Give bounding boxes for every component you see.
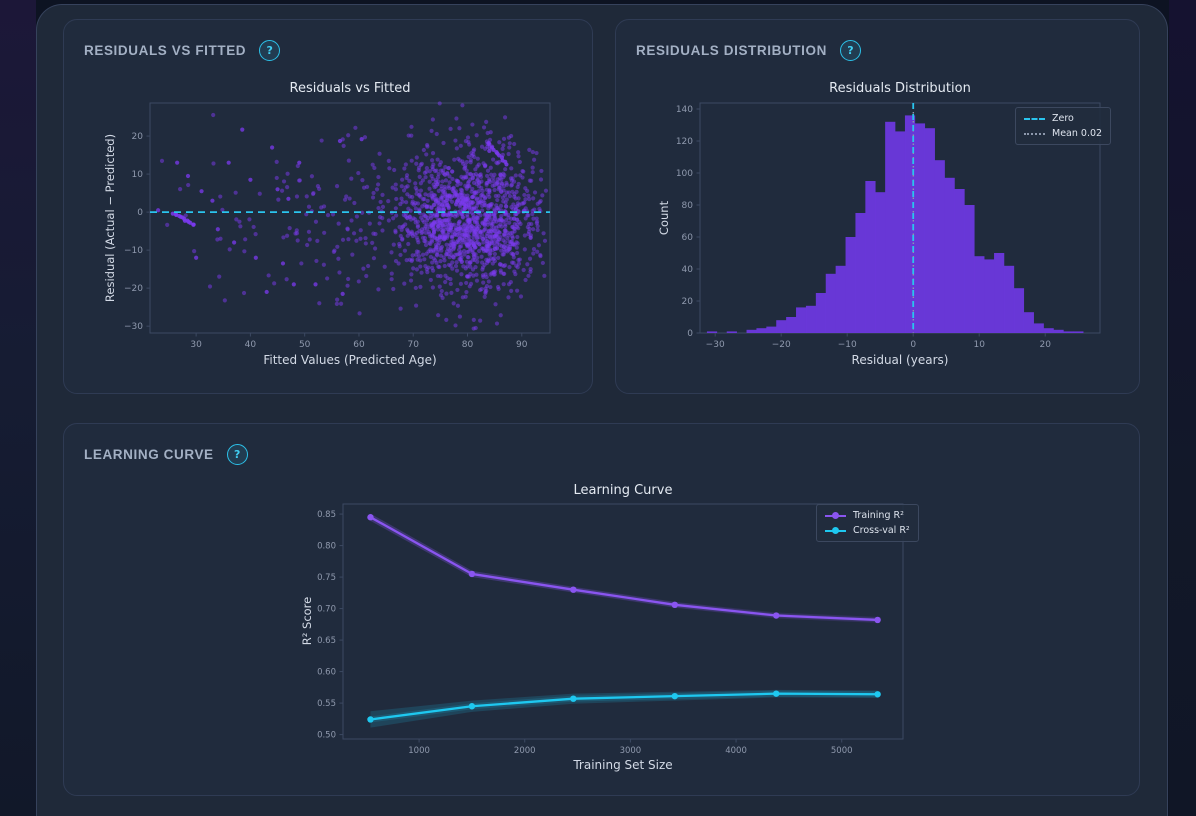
svg-text:60: 60 bbox=[353, 340, 365, 350]
panel-header: LEARNING CURVE ? bbox=[84, 444, 248, 465]
histogram-legend: Zero Mean 0.02 bbox=[1015, 107, 1112, 145]
svg-text:3000: 3000 bbox=[620, 746, 642, 756]
x-axis-label: Training Set Size bbox=[573, 758, 673, 772]
help-icon[interactable]: ? bbox=[839, 40, 861, 61]
svg-text:0.85: 0.85 bbox=[317, 510, 336, 520]
svg-text:20: 20 bbox=[132, 132, 144, 142]
chart-title: Learning Curve bbox=[573, 483, 673, 498]
panel-residuals-distribution: RESIDUALS DISTRIBUTION ? Residuals Distr… bbox=[615, 19, 1140, 394]
training-line-sample bbox=[825, 512, 846, 519]
panel-title: RESIDUALS DISTRIBUTION bbox=[636, 43, 827, 58]
svg-text:−30: −30 bbox=[706, 340, 725, 350]
svg-text:70: 70 bbox=[408, 340, 420, 350]
panel-title: LEARNING CURVE bbox=[84, 447, 214, 462]
svg-text:20: 20 bbox=[682, 297, 694, 307]
learning-curve-plot: 1000 2000 3000 4000 5000 0.50 0.55 0.60 0.65 0.70… bbox=[317, 503, 904, 756]
svg-text:50: 50 bbox=[299, 340, 311, 350]
svg-text:0.60: 0.60 bbox=[317, 668, 336, 678]
svg-text:0.75: 0.75 bbox=[317, 573, 336, 583]
svg-text:−20: −20 bbox=[124, 284, 143, 294]
legend-entry-mean: Mean 0.02 bbox=[1024, 128, 1102, 139]
svg-text:5000: 5000 bbox=[831, 746, 853, 756]
chart-title: Residuals Distribution bbox=[829, 81, 971, 96]
svg-text:40: 40 bbox=[245, 340, 257, 350]
svg-text:−20: −20 bbox=[772, 340, 791, 350]
svg-text:0: 0 bbox=[687, 329, 693, 339]
panel-header: RESIDUALS DISTRIBUTION ? bbox=[636, 40, 861, 61]
x-axis-label: Fitted Values (Predicted Age) bbox=[263, 353, 437, 367]
panel-header: RESIDUALS VS FITTED ? bbox=[84, 40, 281, 61]
svg-text:0.80: 0.80 bbox=[317, 542, 336, 552]
svg-text:140: 140 bbox=[676, 105, 693, 115]
main-container: RESIDUALS VS FITTED ? Residuals vs Fitte… bbox=[36, 4, 1168, 816]
svg-text:0: 0 bbox=[910, 340, 916, 350]
svg-text:60: 60 bbox=[682, 233, 694, 243]
page-left-gutter bbox=[0, 0, 36, 816]
legend-entry-training: Training R² bbox=[825, 510, 910, 521]
chart-title: Residuals vs Fitted bbox=[289, 81, 411, 96]
svg-text:90: 90 bbox=[516, 340, 528, 350]
svg-text:30: 30 bbox=[190, 340, 202, 350]
svg-text:−10: −10 bbox=[838, 340, 857, 350]
svg-text:100: 100 bbox=[676, 169, 693, 179]
svg-text:1000: 1000 bbox=[408, 746, 430, 756]
panel-learning-curve: LEARNING CURVE ? Learning Curve R² Score… bbox=[63, 423, 1140, 796]
svg-text:0: 0 bbox=[137, 208, 143, 218]
svg-text:0.50: 0.50 bbox=[317, 731, 336, 741]
svg-text:80: 80 bbox=[682, 201, 694, 211]
mean-line-sample bbox=[1024, 132, 1045, 135]
svg-text:20: 20 bbox=[1039, 340, 1051, 350]
help-icon[interactable]: ? bbox=[226, 444, 248, 465]
svg-text:0.70: 0.70 bbox=[317, 605, 336, 615]
svg-text:10: 10 bbox=[973, 340, 985, 350]
svg-text:4000: 4000 bbox=[725, 746, 747, 756]
crossval-line-sample bbox=[825, 527, 846, 534]
svg-text:40: 40 bbox=[682, 265, 694, 275]
svg-text:0.65: 0.65 bbox=[317, 636, 336, 646]
legend-entry-crossval: Cross-val R² bbox=[825, 525, 910, 536]
residuals-vs-fitted-plot: 30 40 50 60 70 80 90 20 10 0 −10 −20 −30 bbox=[124, 101, 551, 350]
panel-title: RESIDUALS VS FITTED bbox=[84, 43, 247, 58]
svg-text:0.55: 0.55 bbox=[317, 699, 336, 709]
svg-text:−10: −10 bbox=[124, 246, 143, 256]
panel-residuals-vs-fitted: RESIDUALS VS FITTED ? Residuals vs Fitte… bbox=[63, 19, 593, 394]
svg-text:80: 80 bbox=[462, 340, 474, 350]
page-right-gutter bbox=[1169, 0, 1196, 816]
learning-curve-legend: Training R² Cross-val R² bbox=[816, 504, 919, 542]
svg-text:2000: 2000 bbox=[514, 746, 536, 756]
svg-text:120: 120 bbox=[676, 137, 693, 147]
svg-text:10: 10 bbox=[132, 170, 144, 180]
zero-line-sample bbox=[1024, 117, 1045, 120]
svg-text:−30: −30 bbox=[124, 322, 143, 332]
x-axis-label: Residual (years) bbox=[851, 353, 949, 367]
help-icon[interactable]: ? bbox=[259, 40, 281, 61]
residuals-distribution-plot: −30 −20 −10 0 10 20 0 20 40 60 80 100 120 140 bbox=[676, 102, 1101, 350]
legend-entry-zero: Zero bbox=[1024, 113, 1102, 124]
